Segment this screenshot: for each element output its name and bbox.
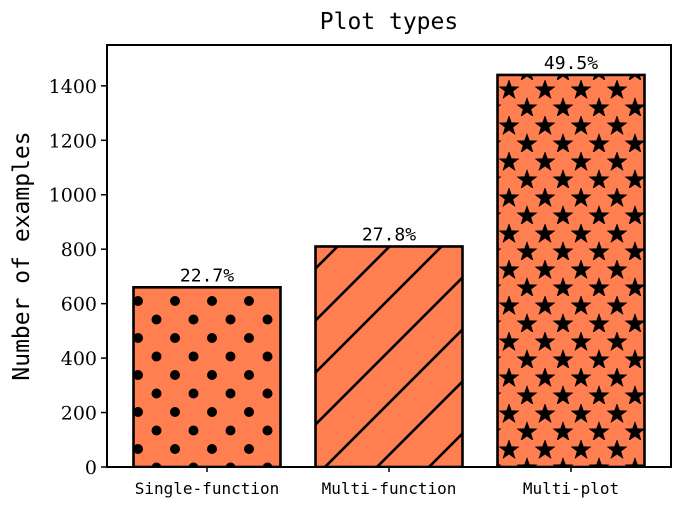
plot-frame	[106, 44, 672, 468]
bar-edge	[132, 286, 282, 467]
y-tick-label: 1000	[49, 185, 97, 207]
y-tick-label: 0	[85, 457, 97, 479]
bar-multi-function	[314, 245, 464, 467]
bar-hatch	[497, 74, 645, 467]
x-tick-label: Multi-plot	[523, 479, 619, 498]
y-tick-label: 200	[61, 403, 97, 425]
y-axis-ticks: 0 200 400 600 800 1000 1200 1400	[49, 76, 107, 479]
data-label: 27.8%	[362, 224, 416, 245]
bar-hatch	[315, 246, 463, 467]
y-tick-label: 1400	[49, 76, 97, 98]
bar-single-function	[132, 286, 282, 467]
bar-hatch	[133, 287, 281, 467]
y-tick-label: 600	[61, 294, 97, 316]
y-tick-label: 1200	[49, 130, 97, 152]
bar-multi-plot	[496, 73, 646, 467]
data-label: 49.5%	[544, 53, 598, 74]
bar-edge	[314, 245, 464, 467]
x-tick-label: Multi-function	[322, 479, 457, 498]
x-tick-label: Single-function	[135, 479, 280, 498]
data-label: 22.7%	[180, 265, 234, 286]
y-tick-label: 400	[61, 348, 97, 370]
data-labels: 22.7% 27.8% 49.5%	[180, 53, 598, 286]
x-axis-ticks: Single-function Multi-function Multi-plot	[135, 467, 619, 498]
y-tick-label: 800	[61, 239, 97, 261]
y-axis-label: Number of examples	[9, 131, 35, 380]
chart-title: Plot types	[320, 9, 458, 35]
bars-group	[132, 73, 646, 467]
